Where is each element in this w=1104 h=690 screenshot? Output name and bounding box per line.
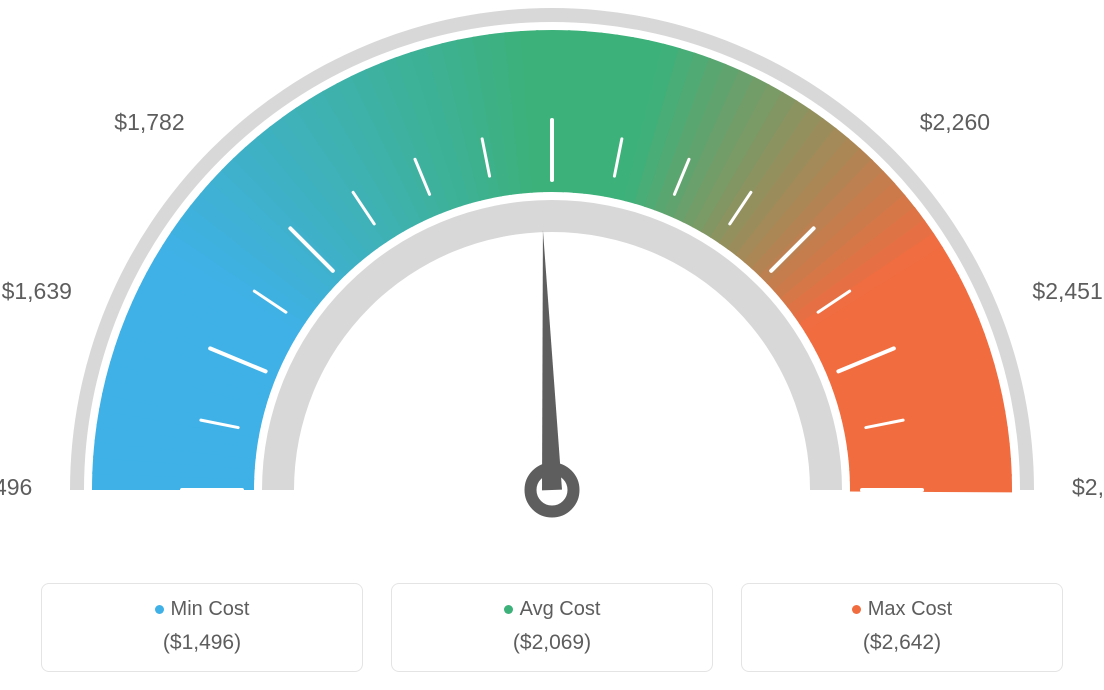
legend-title-max: Max Cost <box>742 598 1062 621</box>
gauge-tick-label: $2,642 <box>1072 474 1104 501</box>
gauge-tick-label: $1,639 <box>2 278 72 305</box>
legend-value-avg: ($2,069) <box>392 631 712 655</box>
gauge-svg <box>0 0 1104 560</box>
gauge-tick-label: $1,782 <box>114 109 184 136</box>
legend-title-text: Min Cost <box>171 598 250 620</box>
gauge-tick-label: $1,496 <box>0 474 32 501</box>
dot-icon <box>155 605 164 614</box>
legend-title-avg: Avg Cost <box>392 598 712 621</box>
legend-card-max: Max Cost ($2,642) <box>741 583 1063 672</box>
legend-value-max: ($2,642) <box>742 631 1062 655</box>
legend-title-text: Avg Cost <box>520 598 601 620</box>
legend-title-min: Min Cost <box>42 598 362 621</box>
gauge-chart: $1,496$1,639$1,782$2,069$2,260$2,451$2,6… <box>0 0 1104 560</box>
dot-icon <box>504 605 513 614</box>
legend-row: Min Cost ($1,496) Avg Cost ($2,069) Max … <box>0 583 1104 672</box>
legend-card-avg: Avg Cost ($2,069) <box>391 583 713 672</box>
legend-title-text: Max Cost <box>868 598 952 620</box>
legend-value-min: ($1,496) <box>42 631 362 655</box>
dot-icon <box>852 605 861 614</box>
gauge-tick-label: $2,260 <box>920 109 990 136</box>
gauge-tick-label: $2,451 <box>1032 278 1102 305</box>
legend-card-min: Min Cost ($1,496) <box>41 583 363 672</box>
